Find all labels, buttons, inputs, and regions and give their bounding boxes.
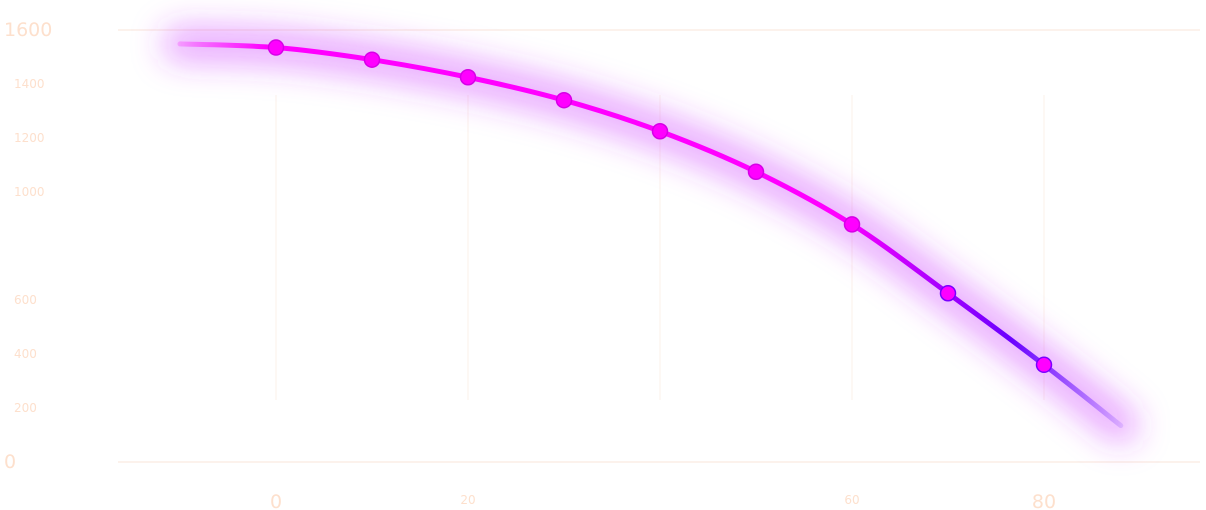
x-tick-label: 80 bbox=[1032, 491, 1056, 510]
data-points bbox=[267, 39, 1053, 374]
y-tick-label: 200 bbox=[14, 401, 37, 415]
line-glow bbox=[163, 26, 1138, 443]
data-point bbox=[843, 216, 861, 233]
data-point bbox=[459, 69, 477, 86]
data-point bbox=[267, 39, 285, 56]
data-point bbox=[1035, 356, 1053, 374]
series-line bbox=[177, 41, 1124, 429]
gridlines bbox=[118, 29, 1200, 463]
y-tick-label: 1200 bbox=[14, 131, 45, 145]
y-axis-ticks: 0 200 400 600 1000 1200 1400 1600 bbox=[4, 19, 52, 473]
y-tick-label: 0 bbox=[4, 451, 16, 473]
x-tick-label: 0 bbox=[270, 491, 282, 510]
data-point bbox=[939, 285, 957, 302]
series-line-glow bbox=[163, 26, 1138, 443]
data-point bbox=[363, 51, 381, 68]
y-tick-label: 400 bbox=[14, 347, 37, 361]
data-point bbox=[555, 91, 573, 109]
x-tick-label: 60 bbox=[844, 493, 859, 507]
y-tick-label: 600 bbox=[14, 293, 37, 307]
y-tick-label: 1000 bbox=[14, 185, 45, 199]
x-tick-label: 20 bbox=[460, 493, 475, 507]
y-tick-label: 1600 bbox=[4, 19, 52, 41]
series-line-group bbox=[177, 41, 1124, 429]
y-tick-label: 1400 bbox=[14, 77, 45, 91]
x-axis-ticks: 0 20 60 80 bbox=[270, 491, 1056, 510]
data-point bbox=[651, 123, 669, 140]
data-point bbox=[747, 163, 765, 180]
